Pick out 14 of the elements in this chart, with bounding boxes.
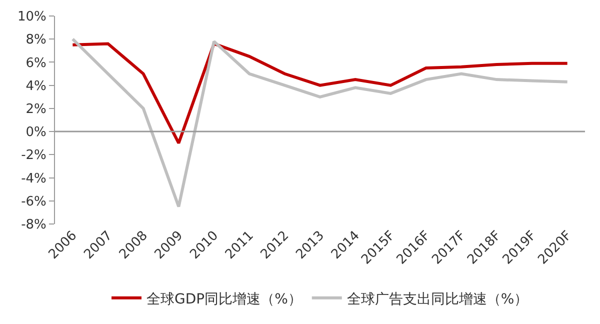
line-series <box>71 42 569 145</box>
y-tick-label: 10% <box>17 10 46 25</box>
y-tick-label: 2% <box>26 102 46 117</box>
y-tick-label: -4% <box>21 171 46 186</box>
y-tick-label: 6% <box>26 56 46 71</box>
legend-label: 全球GDP同比增速（%） <box>146 291 302 308</box>
y-tick-label: 0% <box>26 125 46 140</box>
legend-label: 全球广告支出同比增速（%） <box>346 291 528 308</box>
y-tick-label: -6% <box>21 194 46 210</box>
y-tick-label: -2% <box>21 148 46 164</box>
y-tick-label: -8% <box>21 218 46 233</box>
line-series <box>71 38 569 208</box>
y-tick-label: 4% <box>26 78 46 94</box>
y-tick-label: 8% <box>26 32 46 48</box>
